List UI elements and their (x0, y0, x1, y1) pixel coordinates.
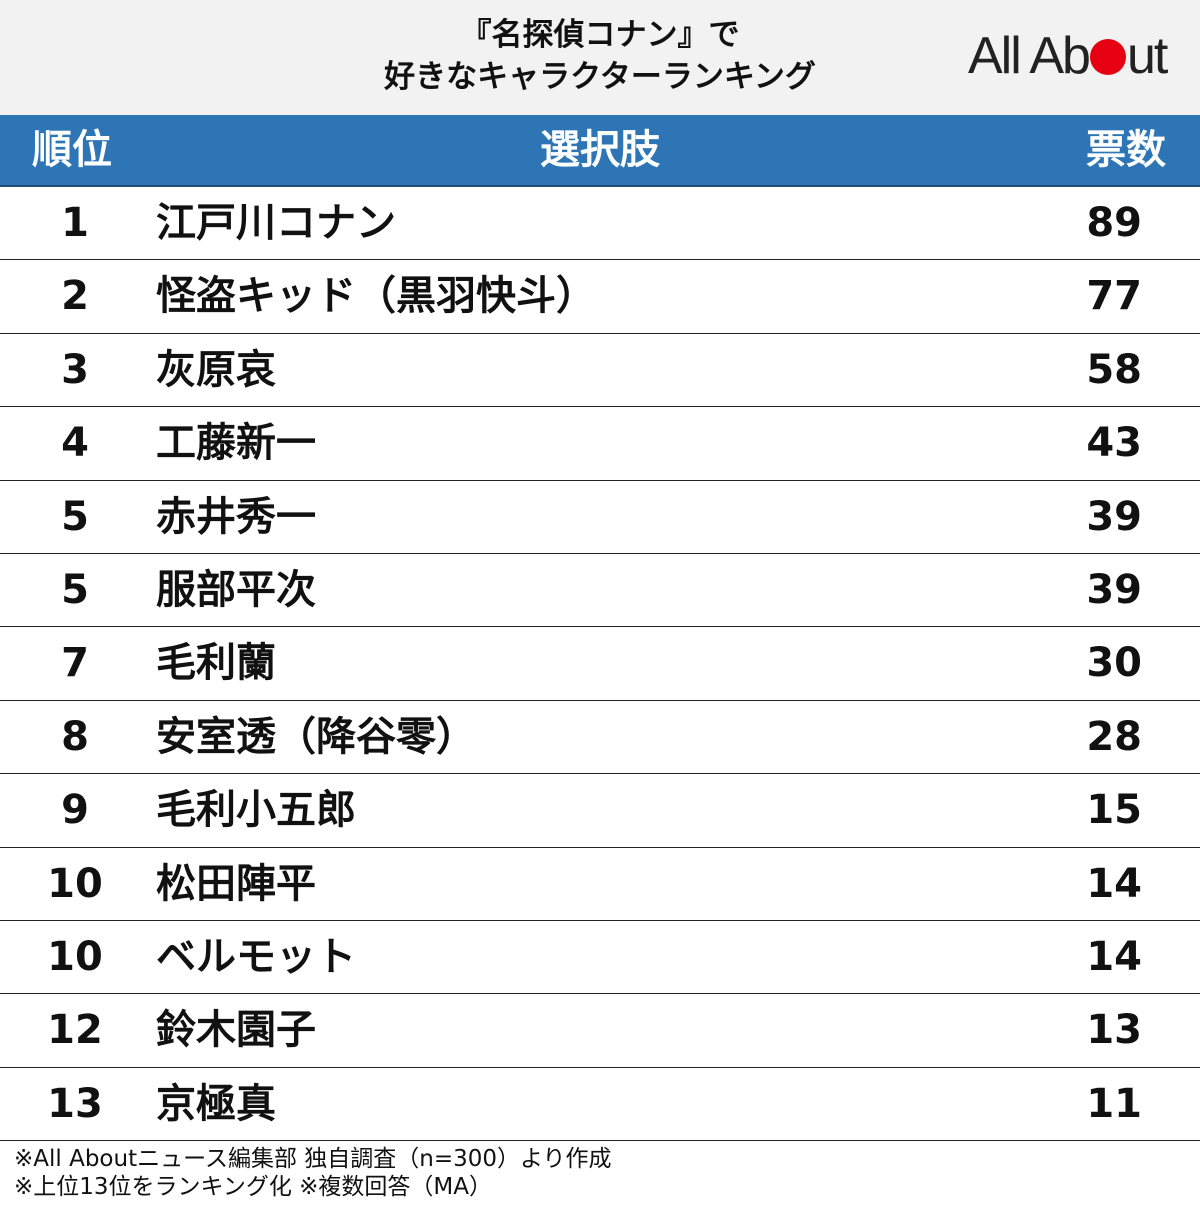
footnote: ※All Aboutニュース編集部 独自調査（n=300）より作成 ※上位13位… (14, 1145, 612, 1201)
choice-cell: 京極真 (156, 1080, 276, 1127)
chart-title: 『名探偵コナン』で 好きなキャラクターランキング (0, 14, 1200, 98)
all-about-logo: All Ab ut (968, 26, 1188, 86)
choice-cell: 鈴木園子 (156, 1007, 316, 1054)
table-row: 10 松田陣平 14 (0, 848, 1200, 921)
header-rank: 順位 (32, 127, 112, 173)
footnote-line-2: ※上位13位をランキング化 ※複数回答（MA） (14, 1174, 493, 1200)
logo-text-start: All Ab (968, 27, 1091, 85)
chart-title-line-2: 好きなキャラクターランキング (384, 59, 816, 95)
rank-cell: 7 (61, 640, 89, 687)
table-row: 10 ベルモット 14 (0, 921, 1200, 995)
choice-cell: 毛利小五郎 (156, 787, 356, 834)
choice-cell: 怪盗キッド（黒羽快斗） (156, 273, 596, 320)
choice-cell: 江戸川コナン (156, 200, 396, 246)
votes-cell: 28 (1086, 713, 1142, 760)
header-votes: 票数 (1086, 127, 1166, 173)
votes-cell: 43 (1086, 420, 1142, 467)
rank-cell: 1 (61, 200, 89, 246)
title-area: 『名探偵コナン』で 好きなキャラクターランキング All Ab ut (0, 0, 1200, 115)
rank-cell: 4 (61, 420, 89, 467)
votes-cell: 15 (1086, 787, 1142, 834)
header-choice: 選択肢 (540, 127, 660, 173)
table-row: 12 鈴木園子 13 (0, 994, 1200, 1068)
table-row: 3 灰原哀 58 (0, 334, 1200, 408)
votes-cell: 39 (1086, 493, 1142, 540)
table-row: 5 赤井秀一 39 (0, 481, 1200, 554)
rank-cell: 5 (61, 566, 89, 613)
rank-cell: 8 (61, 713, 89, 760)
votes-cell: 89 (1086, 200, 1142, 246)
rank-cell: 10 (47, 860, 103, 907)
choice-cell: 灰原哀 (156, 346, 276, 393)
choice-cell: 安室透（降谷零） (156, 713, 476, 760)
choice-cell: 毛利蘭 (156, 640, 276, 687)
votes-cell: 14 (1086, 860, 1142, 907)
rank-cell: 13 (47, 1080, 103, 1127)
votes-cell: 14 (1086, 933, 1142, 980)
rank-cell: 5 (61, 493, 89, 540)
rank-cell: 12 (47, 1007, 103, 1054)
choice-cell: 服部平次 (156, 566, 316, 613)
chart-title-line-1: 『名探偵コナン』で (460, 17, 740, 53)
footnote-line-1: ※All Aboutニュース編集部 独自調査（n=300）より作成 (14, 1146, 612, 1172)
table-row: 7 毛利蘭 30 (0, 627, 1200, 701)
rank-cell: 10 (47, 933, 103, 980)
table-row: 4 工藤新一 43 (0, 407, 1200, 481)
rank-cell: 2 (61, 273, 89, 320)
table-row: 5 服部平次 39 (0, 554, 1200, 628)
rank-cell: 3 (61, 346, 89, 393)
choice-cell: ベルモット (156, 933, 356, 980)
table-row: 9 毛利小五郎 15 (0, 774, 1200, 848)
choice-cell: 工藤新一 (156, 420, 316, 467)
ranking-table-body: 1 江戸川コナン 89 2 怪盗キッド（黒羽快斗） 77 3 灰原哀 58 4 工藤新一 43 5 赤井秀… (0, 187, 1200, 1142)
table-header: 順位 選択肢 票数 (0, 115, 1200, 187)
votes-cell: 11 (1086, 1080, 1142, 1127)
votes-cell: 77 (1086, 273, 1142, 320)
table-row: 2 怪盗キッド（黒羽快斗） 77 (0, 260, 1200, 334)
logo-text-end: ut (1126, 27, 1168, 85)
votes-cell: 39 (1086, 566, 1142, 613)
table-row: 13 京極真 11 (0, 1068, 1200, 1142)
votes-cell: 58 (1086, 346, 1142, 393)
logo-red-dot-icon (1089, 39, 1126, 75)
rank-cell: 9 (61, 787, 89, 834)
choice-cell: 赤井秀一 (156, 493, 316, 540)
votes-cell: 13 (1086, 1007, 1142, 1054)
votes-cell: 30 (1086, 640, 1142, 687)
table-row: 1 江戸川コナン 89 (0, 187, 1200, 261)
table-row: 8 安室透（降谷零） 28 (0, 701, 1200, 775)
choice-cell: 松田陣平 (156, 860, 316, 907)
